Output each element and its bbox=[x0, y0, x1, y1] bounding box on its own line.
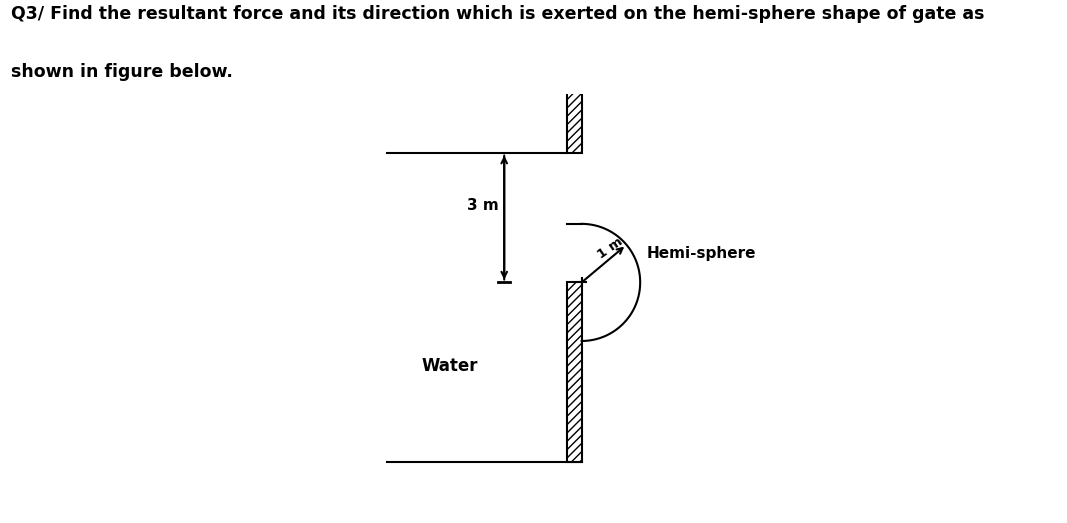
Text: Water: Water bbox=[421, 357, 478, 375]
Bar bbox=[567, 86, 582, 153]
Text: shown in figure below.: shown in figure below. bbox=[11, 63, 233, 81]
Text: Hemi-sphere: Hemi-sphere bbox=[647, 246, 755, 260]
Text: 1 m: 1 m bbox=[595, 235, 625, 262]
Text: 3 m: 3 m bbox=[467, 198, 499, 212]
Text: Q3/ Find the resultant force and its direction which is exerted on the hemi-sphe: Q3/ Find the resultant force and its dir… bbox=[11, 5, 984, 23]
Bar bbox=[567, 282, 582, 462]
